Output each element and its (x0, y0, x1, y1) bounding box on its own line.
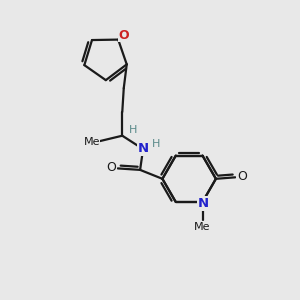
Text: H: H (128, 125, 137, 135)
Text: N: N (137, 142, 148, 155)
Text: Me: Me (83, 137, 100, 147)
Text: O: O (106, 161, 116, 174)
Text: N: N (198, 197, 209, 210)
Text: O: O (119, 28, 130, 42)
Text: H: H (152, 139, 160, 149)
Text: Me: Me (194, 222, 211, 232)
Text: O: O (237, 170, 247, 183)
